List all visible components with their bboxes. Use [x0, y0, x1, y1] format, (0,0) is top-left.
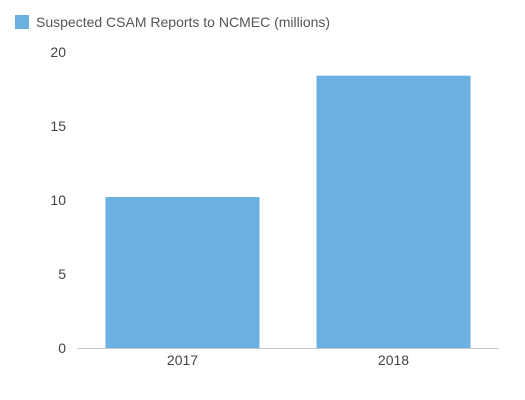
bar-2017	[105, 197, 260, 348]
x-axis-ticks: 2017 2018	[167, 352, 409, 368]
legend: Suspected CSAM Reports to NCMEC (million…	[15, 14, 330, 30]
bars	[105, 75, 471, 349]
legend-label: Suspected CSAM Reports to NCMEC (million…	[36, 14, 331, 30]
x-tick-label: 2017	[167, 352, 198, 368]
y-tick-label: 5	[58, 266, 66, 282]
y-axis-ticks: 0 5 10 15 20	[50, 44, 66, 356]
y-tick-label: 10	[50, 192, 66, 208]
y-tick-label: 20	[50, 44, 66, 60]
legend-swatch	[15, 15, 29, 29]
x-tick-label: 2018	[378, 352, 409, 368]
y-tick-label: 0	[58, 340, 66, 356]
y-tick-label: 15	[50, 118, 66, 134]
bar-2018	[316, 75, 471, 349]
